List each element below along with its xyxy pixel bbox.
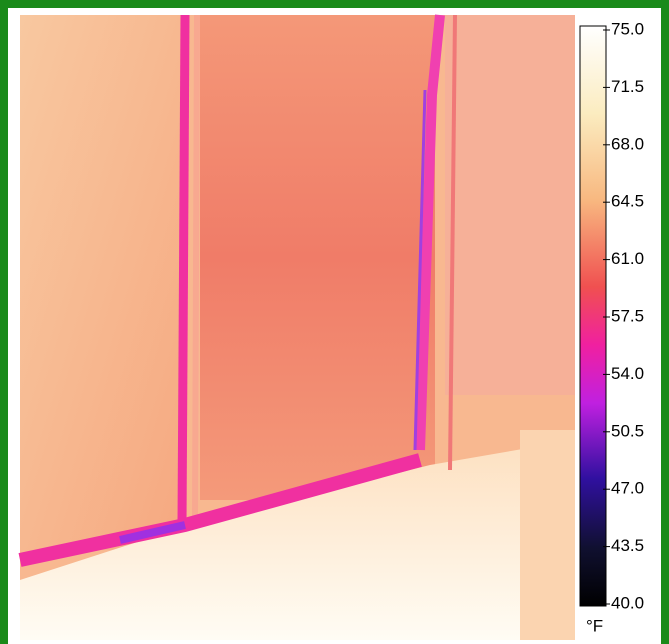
scale-label: 40.0 — [611, 593, 644, 612]
scale-label: 71.5 — [611, 77, 644, 96]
scale-label: 61.0 — [611, 249, 644, 268]
scale-label: 68.0 — [611, 134, 644, 153]
thermal-image — [18, 14, 575, 640]
scale-label: 50.5 — [611, 421, 644, 440]
scale-label: 75.0 — [611, 19, 644, 38]
scale-label: 43.5 — [611, 536, 644, 555]
color-scale — [579, 25, 607, 607]
scale-labels: 75.0 71.5 68.0 64.5 61.0 57.5 54.0 50.5 47.0 43.5… — [603, 19, 644, 612]
scale-label: 54.0 — [611, 364, 644, 383]
scale-label: 47.0 — [611, 479, 644, 498]
scale-label: 57.5 — [611, 306, 644, 325]
scale-label: 64.5 — [611, 192, 644, 211]
unit-label: °F — [586, 616, 603, 635]
